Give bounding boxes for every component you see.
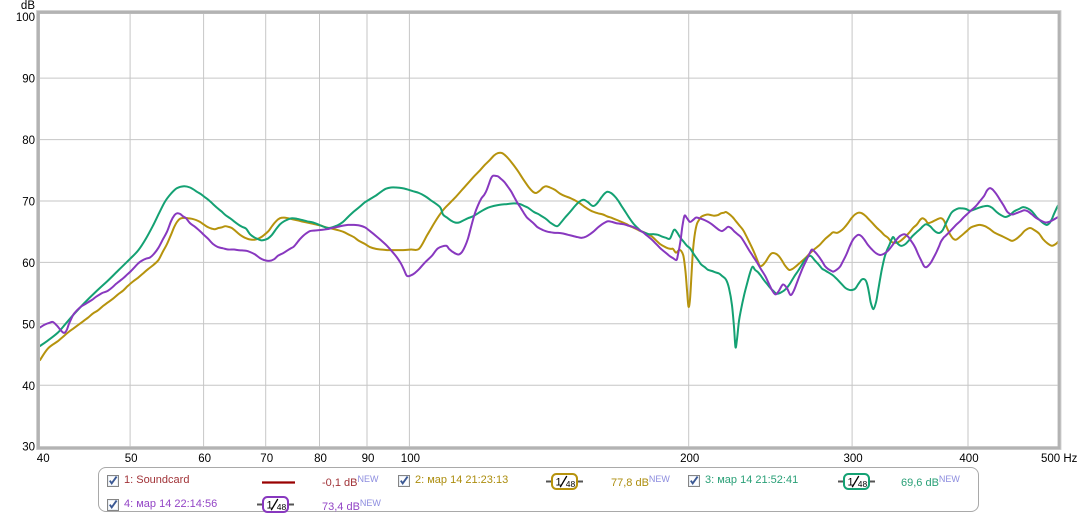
svg-text:300: 300 <box>844 453 863 465</box>
svg-text:1: 1 <box>267 500 273 512</box>
svg-text:70: 70 <box>260 453 273 465</box>
svg-text:80: 80 <box>22 135 35 147</box>
svg-text:40: 40 <box>37 453 50 465</box>
svg-text:48: 48 <box>566 479 576 489</box>
svg-text:100: 100 <box>401 453 420 465</box>
svg-text:90: 90 <box>362 453 375 465</box>
svg-text:1: 1 <box>848 477 854 489</box>
svg-text:90: 90 <box>22 74 35 86</box>
svg-text:48: 48 <box>277 502 287 512</box>
svg-text:80: 80 <box>314 453 327 465</box>
svg-text:30: 30 <box>22 442 35 454</box>
svg-text:50: 50 <box>22 319 35 331</box>
svg-text:400: 400 <box>959 453 978 465</box>
svg-text:1: 1 <box>556 477 562 489</box>
svg-text:100: 100 <box>16 12 35 24</box>
svg-text:dB: dB <box>21 0 35 12</box>
svg-text:500 Hz: 500 Hz <box>1041 453 1078 465</box>
svg-text:60: 60 <box>198 453 211 465</box>
svg-text:48: 48 <box>858 479 868 489</box>
svg-text:70: 70 <box>22 197 35 209</box>
svg-text:50: 50 <box>125 453 138 465</box>
svg-text:40: 40 <box>22 381 35 393</box>
svg-text:60: 60 <box>22 258 35 270</box>
svg-text:200: 200 <box>680 453 699 465</box>
